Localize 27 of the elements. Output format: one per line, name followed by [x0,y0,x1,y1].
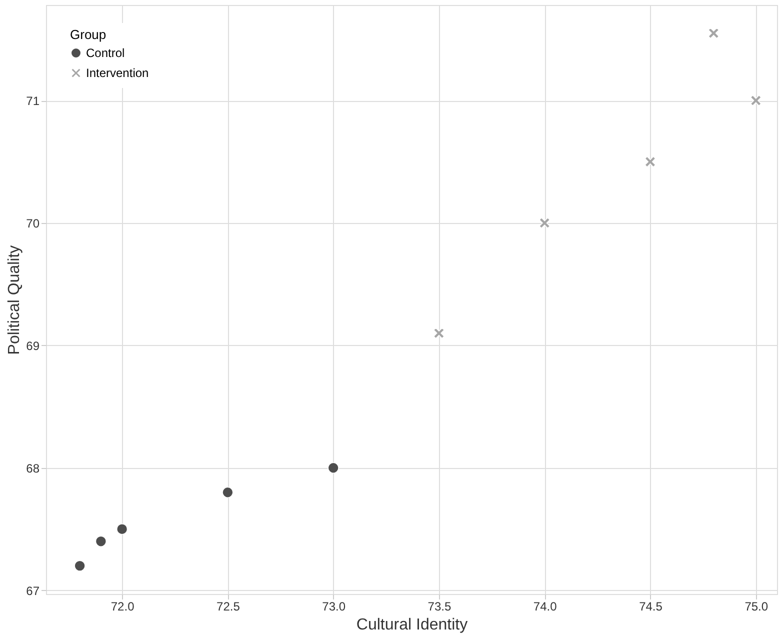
x-tick-label: 72.0 [110,600,135,614]
x-tick-label: 73.0 [322,600,346,614]
x-tick-label: 74.5 [639,600,663,614]
point [74,560,86,572]
point [328,462,339,474]
x-tick-label: 72.5 [216,600,240,614]
point [116,523,128,535]
point [538,217,550,229]
point [750,94,762,106]
x-tick-label: 75.0 [744,600,768,614]
x-tick-label: 74.0 [533,600,558,614]
legend-label: Intervention [86,66,149,80]
y-tick-label: 71 [26,94,40,108]
legend-label: Control [86,46,125,60]
point [708,28,720,39]
legend-title: Group [70,27,106,42]
y-tick-label: 69 [26,338,40,353]
x-tick-label: 73.5 [428,600,452,614]
point [644,156,656,168]
point [95,536,107,547]
point [222,486,234,498]
y-axis-title: Political Quality [6,245,24,355]
x-axis-title: Cultural Identity [356,616,468,634]
y-tick-label: 70 [26,216,40,230]
y-tick-label: 67 [26,584,40,598]
y-tick-label: 68 [26,461,40,476]
point [433,328,445,339]
